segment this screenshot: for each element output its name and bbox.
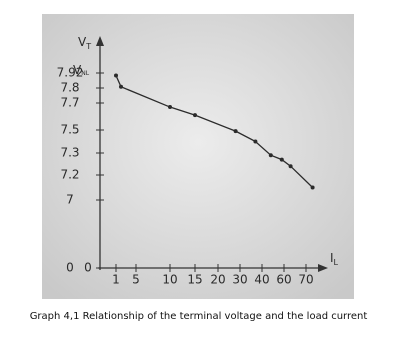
x-tick-label: 1 (112, 273, 120, 287)
data-point (268, 153, 273, 158)
y-label-main: V (78, 35, 87, 49)
y-axis-label: VT (78, 35, 91, 51)
data-point (168, 105, 172, 110)
x-axis-label: IL (330, 251, 339, 267)
x-tick-label: 60 (276, 273, 291, 287)
x-label-main: I (330, 251, 334, 265)
y-tick-label: 7.3 (60, 146, 79, 160)
x-arrow (318, 264, 328, 272)
y-tick-label: 7.2 (60, 168, 79, 182)
x-tick-label: 5 (132, 273, 140, 287)
x-tick-label: 20 (210, 273, 225, 287)
y-tick-label: 7.8 (60, 81, 79, 95)
y-arrow (96, 36, 104, 46)
vnl-sub: NL (81, 70, 89, 77)
chart: VT IL VNL 077.27.37.57.77.87.921 5 10 15 20 3… (42, 14, 354, 299)
y-tick-label: 7.92 (57, 66, 84, 80)
origin-label: 0 (84, 261, 92, 275)
x-tick-label: 70 (298, 273, 313, 287)
y-tick-label: 0 (66, 261, 74, 275)
data-point (253, 139, 258, 144)
data-point (114, 73, 118, 78)
y-tick-label: 7 (66, 193, 74, 207)
y-tick-label: 7.5 (60, 123, 79, 137)
vnl-annotation: VNL (73, 63, 90, 77)
curve (115, 75, 314, 188)
y-label-sub: T (85, 42, 91, 51)
data-point (279, 157, 284, 162)
data-point (310, 185, 315, 190)
data-point (119, 84, 123, 89)
data-point (288, 164, 293, 169)
x-tick-label: 10 (162, 273, 177, 287)
x-tick-label: 30 (232, 273, 247, 287)
caption: Graph 4,1 Relationship of the terminal v… (29, 311, 368, 322)
x-tick-label: 15 (187, 273, 202, 287)
x-tick-label: 40 (254, 273, 269, 287)
data-point (193, 113, 197, 118)
vnl-main: V (73, 63, 82, 77)
y-tick-label: 7.7 (60, 96, 79, 110)
data-point (233, 129, 238, 134)
photo-background (42, 14, 354, 299)
x-label-sub: L (334, 258, 339, 267)
